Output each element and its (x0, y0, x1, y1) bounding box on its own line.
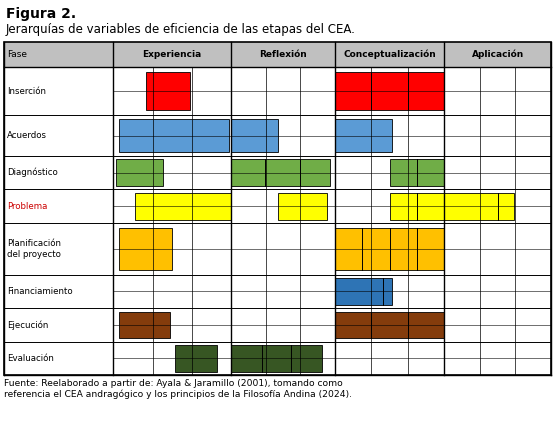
Bar (335, 228, 445, 270)
Bar (147, 72, 190, 110)
Bar (278, 193, 327, 220)
Bar (119, 119, 229, 152)
Bar (390, 159, 445, 186)
Text: Reflexión: Reflexión (259, 50, 307, 59)
Text: Acuerdos: Acuerdos (7, 131, 47, 140)
Text: Aplicación: Aplicación (472, 50, 524, 59)
Bar (116, 159, 163, 186)
Bar (231, 119, 278, 152)
Text: Ejecución: Ejecución (7, 320, 48, 329)
Bar (445, 193, 514, 220)
Text: Financiamiento: Financiamiento (7, 287, 73, 296)
Bar (134, 193, 231, 220)
Bar (335, 72, 445, 110)
Text: Fuente: Reelaborado a partir de: Ayala & Jaramillo (2001), tomando como
referenc: Fuente: Reelaborado a partir de: Ayala &… (4, 379, 352, 399)
Bar (335, 312, 445, 338)
Text: Planificación
del proyecto: Planificación del proyecto (7, 239, 61, 259)
Text: Experiencia: Experiencia (143, 50, 202, 59)
Text: Inserción: Inserción (7, 86, 46, 95)
Bar (231, 345, 322, 372)
Text: Evaluación: Evaluación (7, 354, 54, 363)
Text: Problema: Problema (7, 202, 47, 211)
Bar (119, 312, 170, 338)
Bar (175, 345, 217, 372)
Text: Conceptualización: Conceptualización (343, 50, 436, 59)
Text: Fase: Fase (7, 50, 27, 59)
Bar (119, 228, 172, 270)
Text: Jerarquías de variables de eficiencia de las etapas del CEA.: Jerarquías de variables de eficiencia de… (6, 23, 356, 36)
Bar (390, 193, 445, 220)
Bar (4, 42, 551, 375)
Bar (4, 42, 551, 67)
Bar (335, 119, 392, 152)
Text: Diagnóstico: Diagnóstico (7, 168, 58, 178)
Bar (335, 278, 392, 305)
Text: Figura 2.: Figura 2. (6, 7, 76, 21)
Bar (231, 159, 330, 186)
